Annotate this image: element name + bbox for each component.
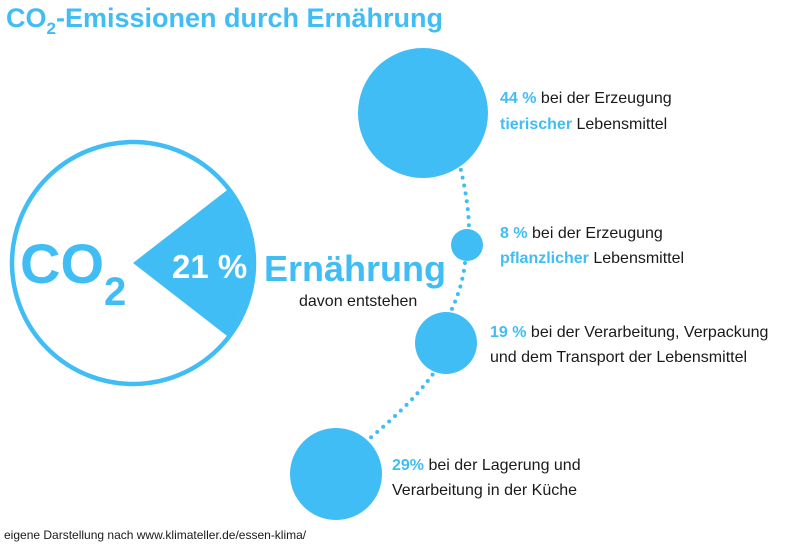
co2-share-circle: CO2 21 % (9, 139, 257, 387)
title-subscript: 2 (47, 19, 56, 38)
title-suffix: -Emissionen durch Ernährung (56, 3, 443, 33)
item-value: 44 % (500, 90, 536, 107)
item-line-1: 8 % bei der Erzeugung (500, 225, 663, 242)
co2-subscript: 2 (104, 270, 126, 314)
item-plant-products: 8 % bei der Erzeugung pflanzlicher Leben… (500, 225, 684, 267)
bubble-animal-products (358, 48, 488, 178)
food-share-wedge (133, 190, 253, 336)
item-value: 19 % (490, 324, 526, 341)
bubble-plant-products (451, 229, 483, 261)
item-line-2: und dem Transport der Lebensmittel (490, 349, 747, 366)
title-prefix: CO (6, 3, 47, 33)
source-note: eigene Darstellung nach www.klimateller.… (4, 528, 307, 542)
item-line-2: Verarbeitung in der Küche (392, 482, 577, 499)
item-storage-kitchen: 29% bei der Lagerung und Verarbeitung in… (392, 457, 581, 499)
item-value: 29% (392, 457, 424, 474)
bubble-processing-transport (415, 312, 477, 374)
food-label: Ernährung (264, 248, 446, 289)
co2-circle-outline (9, 139, 257, 387)
item-animal-products: 44 % bei der Erzeugung tierischer Lebens… (500, 90, 672, 133)
item-value: 8 % (500, 225, 528, 242)
page-title: CO2-Emissionen durch Ernährung (6, 3, 443, 38)
item-line-2: pflanzlicher Lebensmittel (500, 250, 684, 267)
food-share-percent: 21 % (172, 248, 247, 285)
co2-label: CO2 (20, 232, 126, 314)
bubble-storage-kitchen (290, 428, 382, 520)
item-line-1: 29% bei der Lagerung und (392, 457, 581, 474)
dotted-connector (367, 160, 471, 441)
item-line-2: tierischer Lebensmittel (500, 116, 667, 133)
item-line-1: 19 % bei der Verarbeitung, Verpackung (490, 324, 768, 341)
item-highlight: tierischer (500, 116, 572, 133)
item-line-1: 44 % bei der Erzeugung (500, 90, 672, 107)
item-highlight: pflanzlicher (500, 250, 589, 267)
food-sublabel: davon entstehen (299, 293, 417, 310)
co2-letters: CO (20, 232, 104, 295)
item-processing-transport: 19 % bei der Verarbeitung, Verpackung un… (490, 324, 768, 366)
